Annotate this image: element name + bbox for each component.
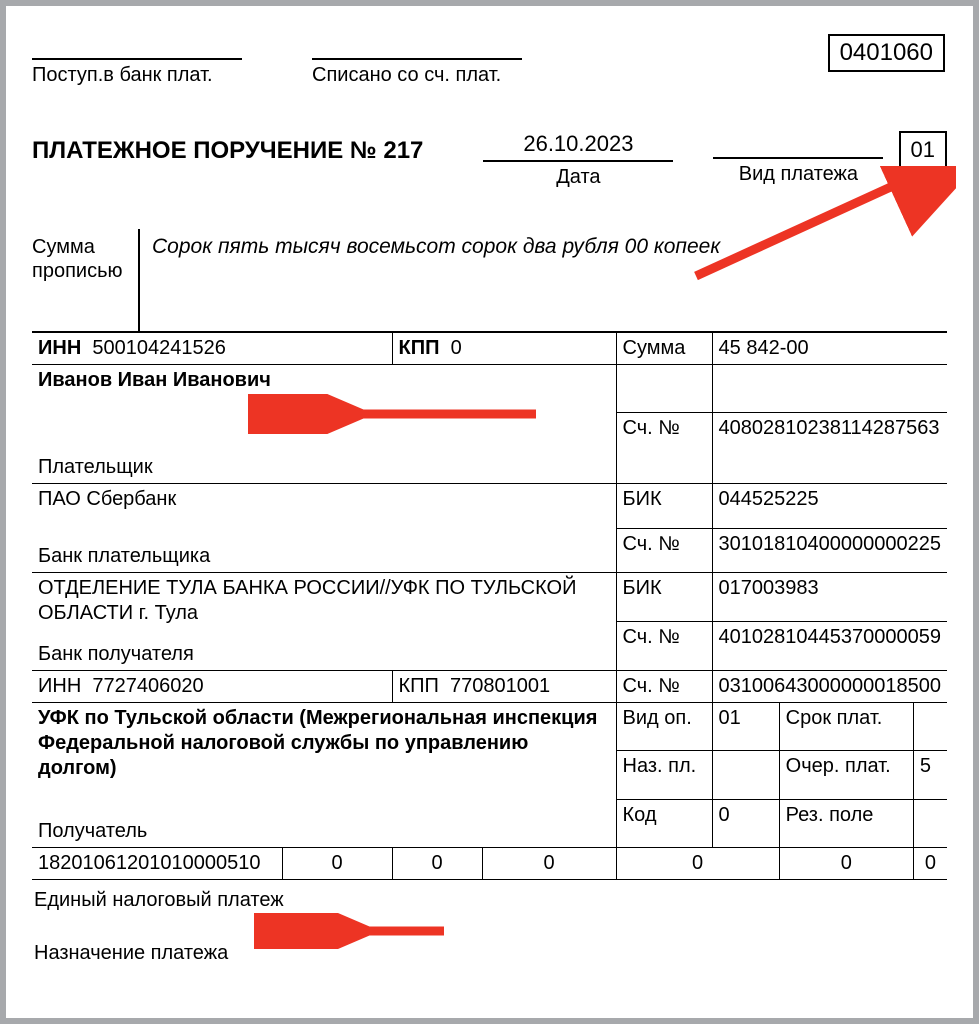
payment-purpose-block: Единый налоговый платеж Назначение плате… (32, 880, 947, 965)
payee-kpp-label: КПП (399, 675, 439, 697)
form-code-box: 0401060 (828, 34, 945, 72)
status-code-box: 01 (899, 131, 947, 169)
document-title: ПЛАТЕЖНОЕ ПОРУЧЕНИЕ № 217 (32, 131, 423, 165)
code-2: 0 (282, 848, 392, 880)
payer-kpp: 0 (451, 337, 462, 359)
payee-bank-acc-label: Сч. № (616, 622, 712, 671)
payee-bank-name: ОТДЕЛЕНИЕ ТУЛА БАНКА РОССИИ//УФК ПО ТУЛЬ… (38, 576, 610, 626)
vid-op-value: 01 (712, 703, 779, 751)
sum-value: 45 842-00 (712, 333, 947, 365)
payee-bank-caption: Банк получателя (38, 642, 610, 667)
payee-bank-bik: 017003983 (712, 573, 947, 622)
main-grid: ИНН 500104241526 КПП 0 Сумма 45 842-00 И… (32, 333, 947, 880)
payee-name: УФК по Тульской области (Межрегиональная… (38, 706, 610, 781)
rez-label: Рез. поле (779, 799, 913, 847)
payer-kpp-label: КПП (399, 337, 440, 359)
ocher-value: 5 (913, 751, 947, 799)
naz-label: Наз. пл. (616, 751, 712, 799)
code-6: 0 (779, 848, 913, 880)
payee-acc-label: Сч. № (616, 671, 712, 703)
sum-words-value: Сорок пять тысяч восемьсот сорок два руб… (140, 229, 720, 331)
payer-name: Иванов Иван Иванович (38, 368, 610, 393)
code-7: 0 (913, 848, 947, 880)
payee-inn: 7727406020 (92, 675, 203, 697)
date-caption: Дата (483, 166, 673, 189)
payer-bank-acc-label: Сч. № (616, 528, 712, 573)
title-row: ПЛАТЕЖНОЕ ПОРУЧЕНИЕ № 217 26.10.2023 Дат… (32, 131, 947, 189)
bank-in-caption: Поступ.в банк плат. (32, 64, 242, 87)
payer-inn-label: ИНН (38, 337, 81, 359)
srok-label: Срок плат. (779, 703, 913, 751)
payment-purpose-caption: Назначение платежа (34, 942, 945, 965)
payer-bank-acc: 30101810400000000225 (712, 528, 947, 573)
payee-kpp: 770801001 (450, 675, 550, 697)
payment-purpose-text: Единый налоговый платеж (34, 885, 945, 912)
payer-caption: Плательщик (38, 455, 610, 480)
code-3: 0 (392, 848, 482, 880)
payer-bank-bik: 044525225 (712, 484, 947, 529)
sum-words-label: Сумма прописью (32, 229, 140, 331)
payer-bank-name: ПАО Сбербанк (38, 487, 610, 512)
ocher-label: Очер. плат. (779, 751, 913, 799)
payee-inn-label: ИНН (38, 675, 81, 697)
payer-bank-bik-label: БИК (616, 484, 712, 529)
code-4: 0 (482, 848, 616, 880)
payer-inn: 500104241526 (92, 337, 225, 359)
payee-caption: Получатель (38, 819, 610, 844)
payer-acc-label: Сч. № (616, 413, 712, 484)
code-5: 0 (616, 848, 779, 880)
payee-bank-acc: 40102810445370000059 (712, 622, 947, 671)
payer-acc-value: 40802810238114287563 (712, 413, 947, 484)
payment-order-form: 0401060 Поступ.в банк плат. Списано со с… (0, 0, 979, 1024)
writeoff-caption: Списано со сч. плат. (312, 64, 522, 87)
kod-value: 0 (712, 799, 779, 847)
kbk-code: 18201061201010000510 (32, 848, 282, 880)
document-date: 26.10.2023 (483, 131, 673, 162)
payment-kind-caption: Вид платежа (713, 163, 883, 186)
sum-in-words-row: Сумма прописью Сорок пять тысяч восемьсо… (32, 229, 947, 333)
vid-op-label: Вид оп. (616, 703, 712, 751)
payee-bank-bik-label: БИК (616, 573, 712, 622)
kod-label: Код (616, 799, 712, 847)
payee-acc: 03100643000000018500 (712, 671, 947, 703)
payer-bank-caption: Банк плательщика (38, 544, 610, 569)
top-date-fields: Поступ.в банк плат. Списано со сч. плат. (32, 58, 947, 87)
sum-label: Сумма (616, 333, 712, 365)
